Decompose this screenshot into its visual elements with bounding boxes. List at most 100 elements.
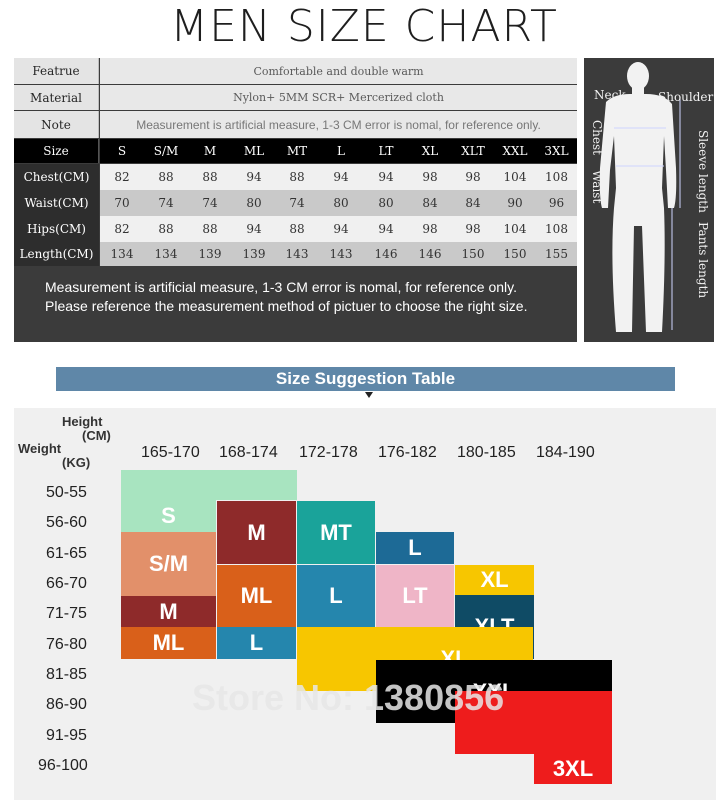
table-cell: 84 — [452, 190, 494, 216]
weight-range: 61-65 — [46, 545, 87, 562]
table-cell: 74 — [144, 190, 188, 216]
table-cell: 104 — [494, 216, 536, 242]
size-col-header: LT — [364, 139, 408, 163]
table-cell: 104 — [494, 164, 536, 190]
table-cell: 74 — [276, 190, 318, 216]
banner-arrow-icon — [365, 392, 373, 398]
height-range: 184-190 — [536, 444, 595, 461]
weight-range: 86-90 — [46, 696, 87, 713]
table-cell: 74 — [188, 190, 232, 216]
table-cell: 98 — [452, 164, 494, 190]
table-footnote: Measurement is artificial measure, 1-3 C… — [14, 266, 577, 342]
height-unit: (CM) — [82, 428, 111, 443]
size-suggestion-grid: Height (CM) Weight (KG) 165-170 168-174 … — [14, 408, 716, 800]
size-col-header: M — [188, 139, 232, 163]
row-label: Chest(CM) — [14, 164, 99, 190]
size-col-header: ML — [232, 139, 276, 163]
size-col-header: XLT — [452, 139, 494, 163]
table-cell: 84 — [408, 190, 452, 216]
table-cell: 88 — [276, 216, 318, 242]
size-col-header: MT — [276, 139, 318, 163]
table-cell: 88 — [144, 164, 188, 190]
size-col-header: L — [318, 139, 364, 163]
row-label: Hips(CM) — [14, 216, 99, 242]
height-range: 172-178 — [299, 444, 358, 461]
table-cell: 82 — [100, 164, 144, 190]
height-range: 165-170 — [141, 444, 200, 461]
weight-range: 56-60 — [46, 514, 87, 531]
size-block: L — [217, 627, 296, 659]
shoulder-label: Shoulder — [658, 90, 714, 104]
size-col-header: XL — [408, 139, 452, 163]
size-block: L — [297, 565, 375, 627]
table-cell: 98 — [408, 164, 452, 190]
height-range: 168-174 — [219, 444, 278, 461]
page-title: MEN SIZE CHART — [170, 1, 558, 52]
table-cell: 80 — [232, 190, 276, 216]
row-label: Length(CM) — [14, 242, 99, 266]
size-block: XL — [455, 565, 534, 595]
weight-unit: (KG) — [62, 455, 91, 470]
size-block: ML — [217, 565, 296, 627]
table-cell: 94 — [232, 164, 276, 190]
sleeve-length-label: Sleeve length — [696, 130, 710, 213]
neck-label: Neck — [594, 88, 626, 102]
material-value: Nylon+ 5MM SCR+ Mercerized cloth — [100, 85, 577, 110]
size-block: 3XL — [534, 754, 612, 784]
size-block — [455, 691, 612, 754]
table-cell: 94 — [232, 216, 276, 242]
table-cell: 98 — [452, 216, 494, 242]
weight-range: 81-85 — [46, 666, 87, 683]
store-watermark: Store No: 1380856 — [192, 677, 505, 718]
table-cell: 143 — [276, 242, 318, 266]
table-cell: 98 — [408, 216, 452, 242]
height-range: 180-185 — [457, 444, 516, 461]
height-range: 176-182 — [378, 444, 437, 461]
row-label: Waist(CM) — [14, 190, 99, 216]
table-cell: 146 — [364, 242, 408, 266]
weight-range: 71-75 — [46, 605, 87, 622]
table-cell: 146 — [408, 242, 452, 266]
size-block: MT — [297, 501, 375, 564]
weight-range: 91-95 — [46, 727, 87, 744]
size-col-header: 3XL — [536, 139, 577, 163]
weight-range: 50-55 — [46, 484, 87, 501]
weight-range: 66-70 — [46, 575, 87, 592]
size-header-row: Size S S/M M ML MT L LT XL XLT XXL 3XL — [14, 139, 577, 163]
table-cell: 94 — [364, 164, 408, 190]
chest-label: Chest — [590, 120, 604, 155]
table-cell: 139 — [188, 242, 232, 266]
table-cell: 80 — [364, 190, 408, 216]
table-cell: 70 — [100, 190, 144, 216]
feature-value: Comfortable and double warm — [100, 58, 577, 84]
size-label: Size — [14, 139, 99, 163]
table-cell: 94 — [364, 216, 408, 242]
table-cell: 94 — [318, 164, 364, 190]
table-cell: 82 — [100, 216, 144, 242]
length-row: Length(CM) 134 134 139 139 143 143 146 1… — [14, 242, 577, 266]
weight-range: 96-100 — [38, 757, 88, 774]
table-cell: 88 — [276, 164, 318, 190]
material-label: Material — [14, 85, 99, 110]
size-chart-table: Featrue Comfortable and double warm Mate… — [14, 58, 577, 342]
table-cell: 155 — [536, 242, 577, 266]
weight-header: Weight — [18, 441, 62, 456]
size-col-header: S — [100, 139, 144, 163]
material-row: Material Nylon+ 5MM SCR+ Mercerized clot… — [14, 85, 577, 110]
size-block: S/M — [121, 532, 216, 596]
table-cell: 88 — [144, 216, 188, 242]
size-block — [121, 470, 297, 500]
table-cell: 139 — [232, 242, 276, 266]
table-cell: 90 — [494, 190, 536, 216]
waist-label: Waist — [590, 170, 604, 204]
table-cell: 108 — [536, 164, 577, 190]
table-cell: 94 — [318, 216, 364, 242]
table-cell: 80 — [318, 190, 364, 216]
footnote-line-1: Measurement is artificial measure, 1-3 C… — [45, 279, 518, 295]
size-col-header: XXL — [494, 139, 536, 163]
hips-row: Hips(CM) 82 88 88 94 88 94 94 98 98 104 … — [14, 216, 577, 242]
table-cell: 150 — [494, 242, 536, 266]
table-cell: 88 — [188, 216, 232, 242]
table-cell: 150 — [452, 242, 494, 266]
feature-label: Featrue — [14, 58, 99, 84]
